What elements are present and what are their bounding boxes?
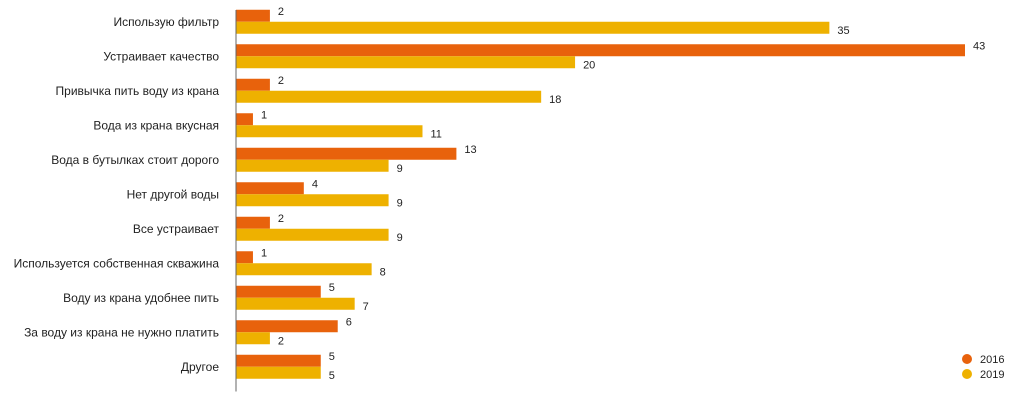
category-label: Привычка пить воду из крана [56, 84, 220, 98]
category-label: Используется собственная скважина [14, 256, 220, 270]
bar-2019 [236, 159, 389, 172]
bar-2016 [236, 285, 321, 298]
bar-value-label: 5 [329, 351, 335, 363]
bar-2016 [236, 182, 304, 195]
bar-value-label: 6 [346, 316, 352, 328]
category-label: Нет другой воды [127, 187, 219, 201]
bar-value-label: 2 [278, 213, 284, 225]
bar-value-label: 20 [583, 59, 595, 71]
bar-value-label: 43 [973, 40, 985, 52]
bar-value-label: 5 [329, 282, 335, 294]
legend-marker-2019 [962, 369, 972, 379]
legend-label-2016: 2016 [980, 354, 1004, 366]
bar-2016 [236, 354, 321, 367]
bar-2016 [236, 216, 270, 229]
bar-value-label: 9 [397, 232, 403, 244]
bar-2019 [236, 228, 389, 241]
bar-2019 [236, 263, 372, 276]
bar-value-label: 2 [278, 335, 284, 347]
bar-value-label: 4 [312, 178, 318, 190]
bar-value-label: 2 [278, 75, 284, 87]
bar-2016 [236, 147, 457, 160]
legend-label-2019: 2019 [980, 369, 1004, 381]
bar-value-label: 2 [278, 6, 284, 18]
bar-value-label: 7 [363, 301, 369, 313]
bar-2019 [236, 366, 321, 379]
bar-value-label: 5 [329, 370, 335, 382]
category-label: Другое [181, 360, 219, 374]
bar-value-label: 8 [380, 266, 386, 278]
bar-2019 [236, 125, 423, 138]
category-label: За воду из крана не нужно платить [24, 325, 219, 339]
category-label: Вода в бутылках стоит дорого [51, 153, 219, 167]
bar-value-label: 9 [397, 197, 403, 209]
bar-2016 [236, 9, 270, 22]
bar-value-label: 1 [261, 109, 267, 121]
bar-2019 [236, 297, 355, 310]
legend: 2016 2019 [962, 354, 1004, 381]
category-labels-layer: Использую фильтр Устраивает качество Привы… [14, 15, 220, 374]
category-label: Устраивает качество [103, 49, 219, 63]
bars-layer [236, 9, 965, 379]
category-label: Воду из крана удобнее пить [63, 291, 219, 305]
bar-2019 [236, 90, 542, 103]
bar-value-label: 18 [549, 94, 561, 106]
bar-value-label: 11 [430, 128, 441, 140]
bar-2016 [236, 320, 338, 333]
bar-value-label: 35 [837, 25, 849, 37]
bar-2019 [236, 21, 830, 34]
bar-value-label: 9 [397, 163, 403, 175]
bar-value-label: 13 [464, 144, 476, 156]
category-label: Вода из крана вкусная [93, 118, 219, 132]
bar-value-label: 1 [261, 247, 267, 259]
bar-2019 [236, 332, 270, 345]
category-label: Все устраивает [133, 222, 220, 236]
category-label: Использую фильтр [113, 15, 219, 29]
bar-2016 [236, 113, 253, 126]
bar-2016 [236, 78, 270, 91]
legend-marker-2016 [962, 354, 972, 364]
bar-2016 [236, 44, 965, 57]
bar-2019 [236, 194, 389, 207]
bar-2016 [236, 251, 253, 264]
bar-2019 [236, 56, 576, 69]
